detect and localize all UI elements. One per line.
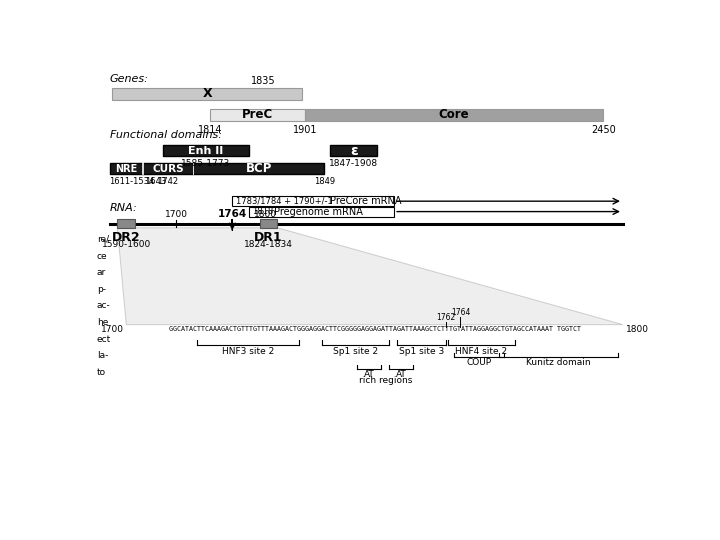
Text: ar: ar bbox=[96, 268, 106, 277]
Bar bbox=[117, 219, 135, 228]
Text: 1818: 1818 bbox=[253, 207, 274, 216]
Text: AT: AT bbox=[364, 370, 374, 379]
Text: Kunitz domain: Kunitz domain bbox=[526, 358, 590, 367]
Text: HNF4 site 2: HNF4 site 2 bbox=[455, 347, 508, 356]
Text: he: he bbox=[96, 318, 108, 327]
Text: 2450: 2450 bbox=[591, 125, 616, 134]
Text: 1590-1600: 1590-1600 bbox=[102, 240, 151, 249]
Text: 1585-1773: 1585-1773 bbox=[181, 159, 230, 168]
Text: NRE: NRE bbox=[115, 164, 138, 174]
Text: Functional domains:: Functional domains: bbox=[109, 131, 222, 140]
Text: re/: re/ bbox=[96, 235, 109, 244]
Text: 1849: 1849 bbox=[314, 177, 335, 186]
Text: p-: p- bbox=[96, 285, 106, 294]
Text: Enh II: Enh II bbox=[188, 146, 223, 156]
Bar bbox=[305, 109, 603, 120]
Text: 1700: 1700 bbox=[101, 325, 124, 334]
Text: 1800: 1800 bbox=[254, 210, 277, 219]
Bar bbox=[330, 145, 377, 157]
Polygon shape bbox=[117, 228, 623, 325]
Bar bbox=[210, 109, 305, 120]
Text: 1764: 1764 bbox=[217, 208, 247, 219]
Text: ε: ε bbox=[350, 144, 358, 158]
Bar bbox=[109, 163, 324, 174]
Text: HNF3 site 2: HNF3 site 2 bbox=[222, 347, 274, 356]
Text: ect: ect bbox=[96, 335, 111, 344]
Text: PreC: PreC bbox=[242, 108, 273, 121]
Text: 1700: 1700 bbox=[165, 210, 188, 219]
Text: DR2: DR2 bbox=[112, 231, 140, 244]
Text: RNA:: RNA: bbox=[109, 203, 138, 213]
Text: 1643: 1643 bbox=[145, 177, 166, 186]
Text: 1742: 1742 bbox=[158, 177, 179, 186]
Text: GGCATACTTCAAAGACTGTTTGTTTAAAGACTGGGAGGACTTCGGGGGAGGAGATTAGATTAAAGCTCTTTGTATTAGGA: GGCATACTTCAAAGACTGTTTGTTTAAAGACTGGGAGGAC… bbox=[168, 326, 580, 332]
Text: 1835: 1835 bbox=[251, 76, 275, 85]
Text: 1814: 1814 bbox=[198, 125, 222, 134]
Bar bbox=[112, 87, 302, 100]
Text: 1764: 1764 bbox=[451, 308, 470, 317]
Text: Sp1 site 3: Sp1 site 3 bbox=[399, 347, 444, 356]
Text: Core: Core bbox=[438, 108, 469, 121]
Text: COUP: COUP bbox=[467, 358, 492, 367]
Text: AT: AT bbox=[396, 370, 407, 379]
Text: rich regions: rich regions bbox=[359, 376, 412, 385]
Text: PreCore mRNA: PreCore mRNA bbox=[330, 196, 402, 206]
Text: la-: la- bbox=[96, 352, 108, 360]
Text: X: X bbox=[202, 87, 212, 100]
Text: 1611-1534: 1611-1534 bbox=[109, 177, 155, 186]
Text: 1783/1784 + 1790+/-1: 1783/1784 + 1790+/-1 bbox=[235, 197, 333, 206]
Text: 1824-1834: 1824-1834 bbox=[244, 240, 293, 249]
Text: 1847-1908: 1847-1908 bbox=[329, 159, 378, 168]
Text: ac-: ac- bbox=[96, 301, 110, 310]
Text: 1901: 1901 bbox=[292, 125, 317, 134]
Text: to: to bbox=[96, 368, 106, 377]
Text: 1762: 1762 bbox=[436, 313, 456, 322]
Bar bbox=[249, 207, 394, 217]
Text: ce: ce bbox=[96, 252, 107, 261]
Bar bbox=[233, 196, 394, 206]
Text: Genes:: Genes: bbox=[109, 75, 148, 84]
Bar bbox=[260, 219, 277, 228]
Text: Pregenome mRNA: Pregenome mRNA bbox=[274, 207, 363, 217]
Text: Sp1 site 2: Sp1 site 2 bbox=[333, 347, 379, 356]
Bar bbox=[163, 145, 249, 157]
Text: 1800: 1800 bbox=[626, 325, 649, 334]
Text: CURS: CURS bbox=[153, 164, 184, 174]
Text: DR1: DR1 bbox=[254, 231, 283, 244]
Text: BCP: BCP bbox=[246, 162, 272, 176]
